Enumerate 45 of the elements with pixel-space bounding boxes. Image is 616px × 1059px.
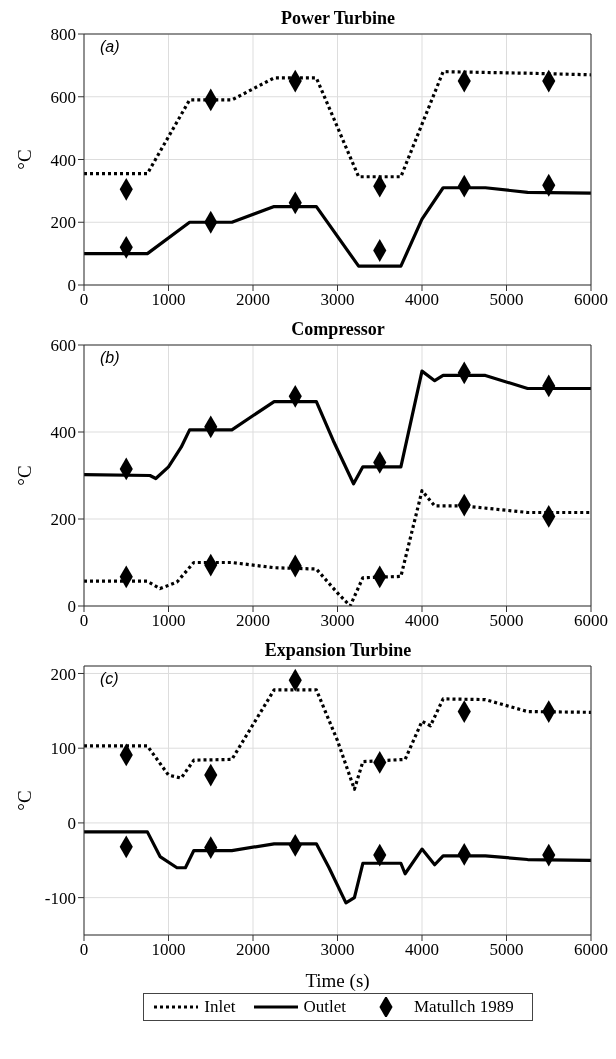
y-tick-label: 600 <box>50 87 76 107</box>
y-tick-label: 100 <box>50 739 76 759</box>
annotation: (c) <box>100 670 119 688</box>
y-tick-label: 0 <box>67 597 76 617</box>
x-tick-label: 3000 <box>320 940 355 960</box>
y-tick-label: 0 <box>67 813 76 833</box>
legend-label: Outlet <box>303 997 346 1017</box>
x-tick-label: 6000 <box>574 611 608 631</box>
x-tick-label: 6000 <box>574 940 608 960</box>
x-tick-label: 5000 <box>489 290 524 310</box>
annotation: (b) <box>100 349 120 367</box>
x-tick-label: 2000 <box>236 611 270 631</box>
annotation: (a) <box>100 38 120 56</box>
x-tick-label: 1000 <box>151 611 186 631</box>
y-tick-label: 400 <box>50 150 76 170</box>
y-axis-title: °C <box>13 149 35 170</box>
x-axis-title: Time (s) <box>305 970 370 992</box>
chart-title: Expansion Turbine <box>263 640 413 661</box>
x-tick-label: 5000 <box>489 611 524 631</box>
line-series <box>84 830 591 905</box>
legend-label: Inlet <box>204 997 236 1017</box>
x-tick-label: 3000 <box>320 611 355 631</box>
y-tick-label: 200 <box>50 213 76 233</box>
chart-title: Compressor <box>290 319 386 340</box>
chart-title: Power Turbine <box>279 8 397 29</box>
y-tick-label: 600 <box>50 336 76 356</box>
y-tick-label: -100 <box>44 888 76 908</box>
x-tick-label: 4000 <box>405 290 439 310</box>
y-tick-label: 200 <box>50 664 76 684</box>
legend-label: Matullch 1989 <box>414 997 514 1017</box>
x-tick-label: 5000 <box>489 940 524 960</box>
x-tick-label: 3000 <box>320 290 355 310</box>
x-tick-label: 4000 <box>405 940 439 960</box>
y-tick-label: 0 <box>67 276 76 296</box>
x-tick-label: 2000 <box>236 290 270 310</box>
x-tick-label: 4000 <box>405 611 439 631</box>
x-tick-label: 6000 <box>574 290 608 310</box>
x-tick-label: 1000 <box>151 290 186 310</box>
x-tick-label: 1000 <box>151 940 186 960</box>
y-tick-label: 400 <box>50 423 76 443</box>
y-axis-title: °C <box>13 790 35 811</box>
x-tick-label: 2000 <box>236 940 270 960</box>
y-tick-label: 800 <box>50 25 76 45</box>
y-axis-title: °C <box>13 465 35 486</box>
y-tick-label: 200 <box>50 510 76 530</box>
